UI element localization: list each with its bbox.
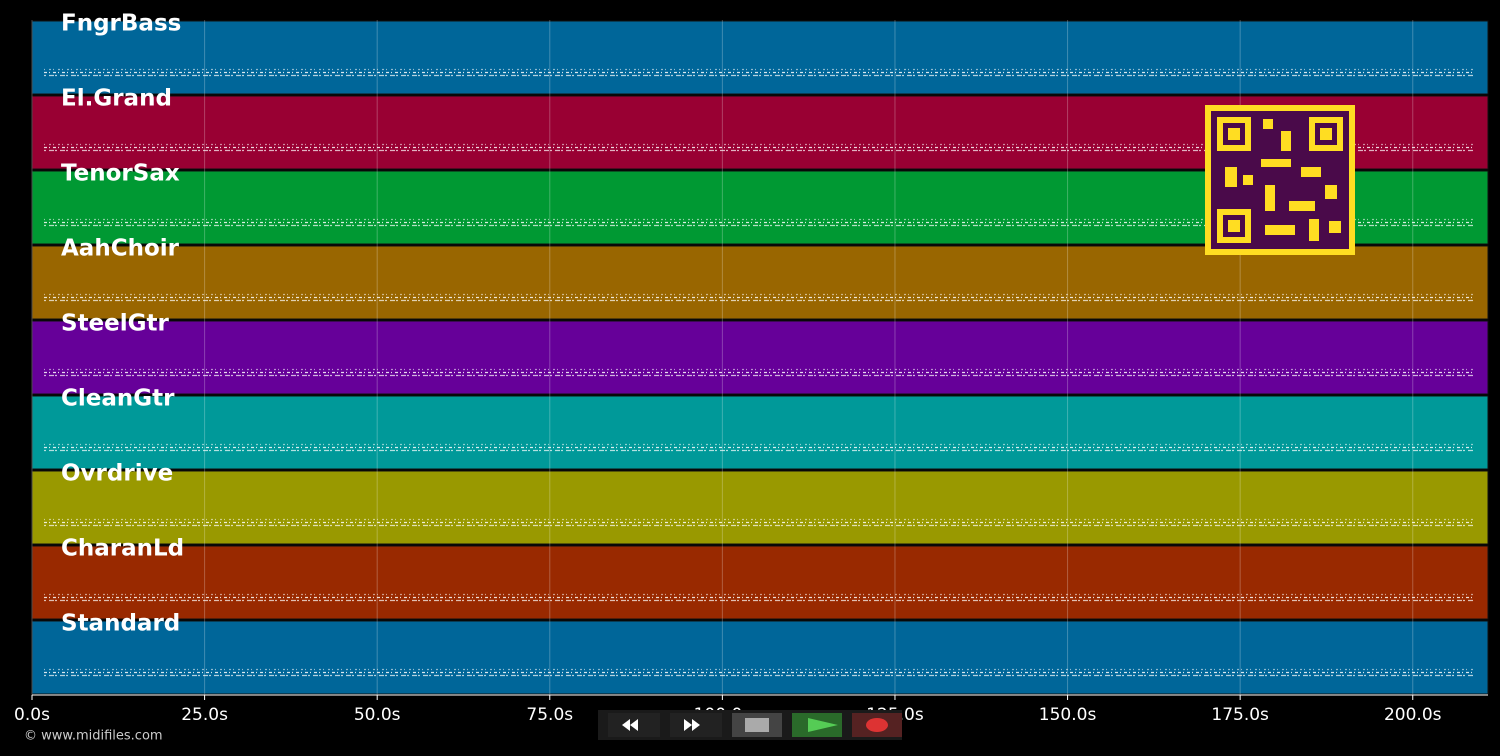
track-name: SteelGtr: [61, 311, 170, 337]
notes: [44, 68, 1474, 677]
track-name: El.Grand: [61, 86, 172, 112]
track-lane: [31, 320, 1489, 395]
x-tick-label: 50.0s: [354, 705, 401, 725]
qr-code: [1205, 105, 1355, 255]
x-axis: 0.0s25.0s50.0s75.0s100.0s125.0s150.0s175…: [14, 694, 1488, 725]
track-lane: [31, 245, 1489, 320]
track-lane: [31, 545, 1489, 620]
record-button[interactable]: [852, 713, 902, 737]
forward-button[interactable]: [670, 713, 722, 737]
x-tick-label: 0.0s: [14, 705, 50, 725]
track-lane: [31, 20, 1489, 95]
track-lane: [31, 620, 1489, 695]
track-name: Standard: [61, 611, 180, 637]
transport-controls: [598, 710, 902, 740]
stop-button[interactable]: [732, 713, 782, 737]
play-button[interactable]: [792, 713, 842, 737]
grid: [31, 20, 1414, 695]
x-tick-label: 200.0s: [1384, 705, 1442, 725]
x-tick-label: 75.0s: [526, 705, 573, 725]
labels: FngrBass El.Grand TenorSax AahChoir SteelGtr…: [61, 11, 184, 637]
track-lane: [31, 470, 1489, 545]
track-name: AahChoir: [61, 236, 180, 262]
track-lane: [31, 395, 1489, 470]
track-name: CharanLd: [61, 536, 184, 562]
track-name: Ovrdrive: [61, 461, 173, 487]
track-name: FngrBass: [61, 11, 181, 37]
copyright: © www.midifiles.com: [24, 729, 163, 744]
x-tick-label: 175.0s: [1211, 705, 1269, 725]
track-name: CleanGtr: [61, 386, 175, 412]
track-name: TenorSax: [61, 161, 180, 187]
x-tick-label: 25.0s: [181, 705, 228, 725]
rewind-button[interactable]: [608, 713, 660, 737]
x-tick-label: 150.0s: [1039, 705, 1097, 725]
